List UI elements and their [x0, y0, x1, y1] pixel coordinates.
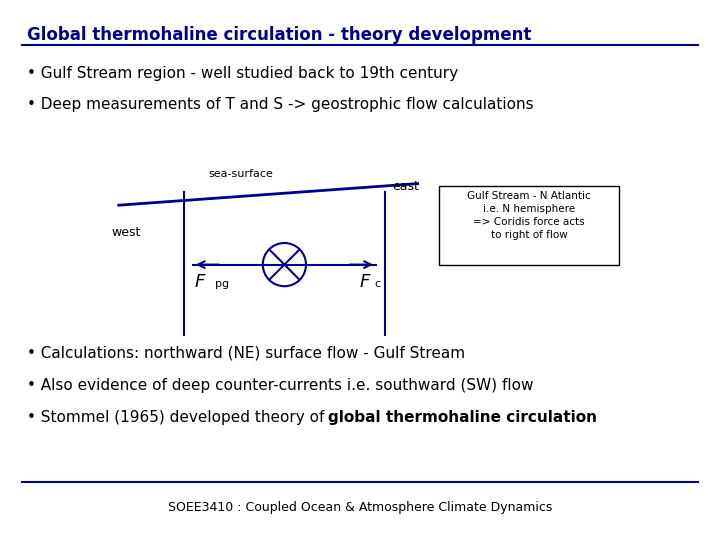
- Text: global thermohaline circulation: global thermohaline circulation: [328, 410, 597, 426]
- Text: Global thermohaline circulation - theory development: Global thermohaline circulation - theory…: [27, 26, 532, 44]
- Text: pg: pg: [215, 279, 229, 289]
- Text: • Deep measurements of T and S -> geostrophic flow calculations: • Deep measurements of T and S -> geostr…: [27, 97, 534, 112]
- Text: • Also evidence of deep counter-currents i.e. southward (SW) flow: • Also evidence of deep counter-currents…: [27, 378, 534, 393]
- Text: west: west: [112, 226, 141, 239]
- Text: F: F: [194, 273, 204, 291]
- Text: • Gulf Stream region - well studied back to 19th century: • Gulf Stream region - well studied back…: [27, 66, 459, 81]
- Text: • Stommel (1965) developed theory of: • Stommel (1965) developed theory of: [27, 410, 330, 426]
- Text: • Calculations: northward (NE) surface flow - Gulf Stream: • Calculations: northward (NE) surface f…: [27, 346, 466, 361]
- Text: SOEE3410 : Coupled Ocean & Atmosphere Climate Dynamics: SOEE3410 : Coupled Ocean & Atmosphere Cl…: [168, 501, 552, 514]
- Text: F: F: [360, 273, 370, 291]
- Text: Gulf Stream - N Atlantic
i.e. N hemisphere
=> Coridis force acts
to right of flo: Gulf Stream - N Atlantic i.e. N hemisphe…: [467, 191, 591, 240]
- Text: sea-surface: sea-surface: [209, 169, 274, 179]
- Bar: [439, 186, 619, 265]
- Text: east: east: [392, 180, 419, 193]
- Text: c: c: [374, 279, 381, 289]
